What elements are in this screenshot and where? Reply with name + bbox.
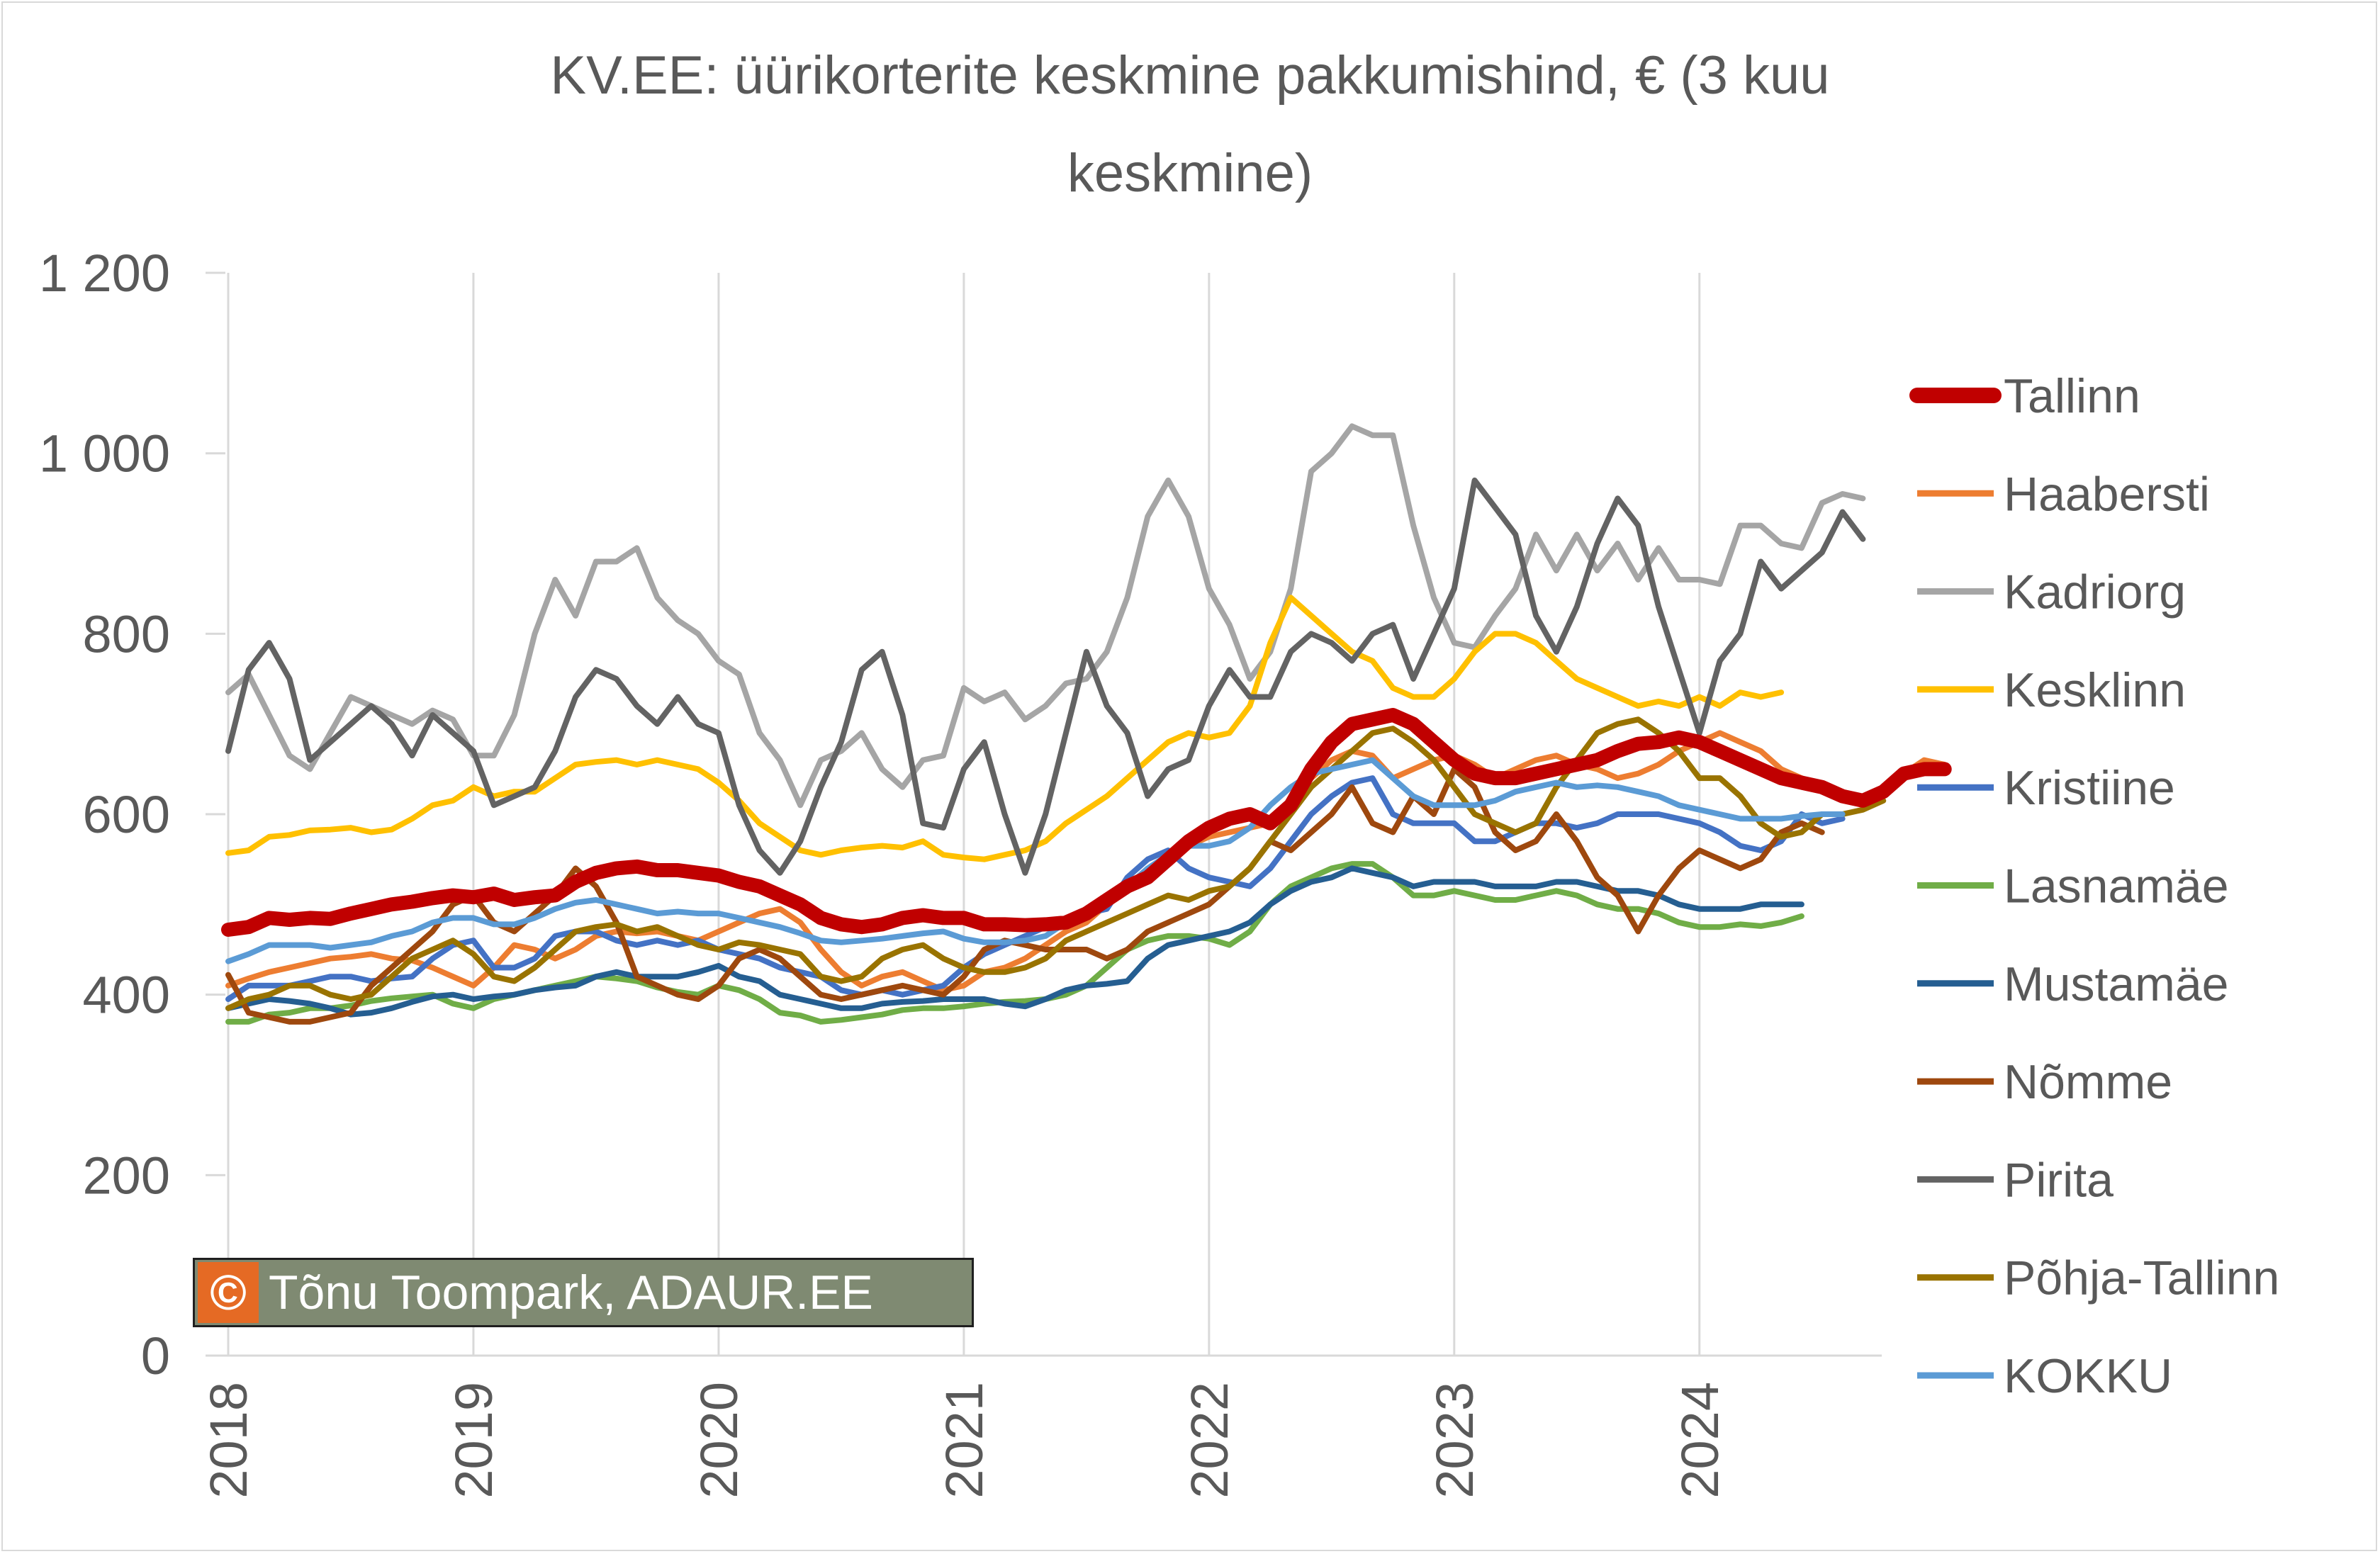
series-lines: [221, 423, 1952, 1025]
series-line-kokku: [225, 757, 1846, 964]
legend-label: Mustamäe: [2004, 957, 2228, 1011]
y-tick-label: 0: [141, 1327, 170, 1385]
x-tick-label: 2024: [1671, 1382, 1729, 1499]
gridlines: [206, 271, 1882, 1357]
y-axis-labels: 0 200 400 600 800 1 000 1 200: [39, 244, 170, 1385]
legend-label: Põhja-Tallinn: [2004, 1251, 2279, 1305]
legend-label: KOKKU: [2004, 1349, 2172, 1403]
y-tick-label: 800: [83, 604, 170, 663]
series-line-lasnamäe: [225, 861, 1804, 1025]
series-line-pirita: [225, 477, 1866, 876]
copyright-icon: ©: [198, 1262, 259, 1323]
x-axis-labels: 2018 2019 2020 2021 2022 2023 2024: [199, 1382, 1729, 1499]
legend-label: Haabersti: [2004, 467, 2210, 521]
legend-label: Tallinn: [2004, 369, 2140, 423]
x-tick-label: 2023: [1425, 1382, 1484, 1499]
x-tick-label: 2018: [199, 1382, 258, 1499]
y-tick-label: 600: [83, 785, 170, 844]
x-tick-label: 2021: [935, 1382, 994, 1499]
copyright-symbol: ©: [210, 1265, 247, 1320]
legend-label: Kesklinn: [2004, 663, 2186, 717]
legend-label: Pirita: [2004, 1153, 2114, 1207]
x-tick-label: 2019: [444, 1382, 503, 1499]
copyright-text: Tõnu Toompark, ADAUR.EE: [269, 1266, 873, 1319]
y-tick-label: 400: [83, 966, 170, 1025]
y-tick-label: 1 000: [39, 424, 170, 483]
legend-label: Nõmme: [2004, 1055, 2172, 1109]
chart-title-line-1: KV.EE: üürikorterite keskmine pakkumishi…: [550, 45, 1829, 106]
copyright-badge: © Tõnu Toompark, ADAUR.EE: [193, 1258, 974, 1327]
legend-label: Kristiine: [2004, 761, 2175, 815]
legend: Tallinn Haabersti Kadriorg Kesklinn Kristiin…: [1909, 369, 2279, 1403]
series-line-mustamäe: [225, 865, 1804, 1018]
x-tick-label: 2022: [1180, 1382, 1239, 1499]
y-tick-label: 200: [83, 1146, 170, 1205]
series-line-põhja-tallinn: [225, 716, 1887, 1011]
series-line-tallinn: [221, 708, 1952, 937]
chart-title-line-2: keskmine): [1067, 143, 1313, 203]
x-tick-label: 2020: [690, 1382, 748, 1499]
y-tick-label: 1 200: [39, 244, 170, 303]
legend-label: Kadriorg: [2004, 565, 2186, 619]
legend-label: Lasnamäe: [2004, 860, 2229, 913]
series-line-haabersti: [225, 730, 1948, 993]
